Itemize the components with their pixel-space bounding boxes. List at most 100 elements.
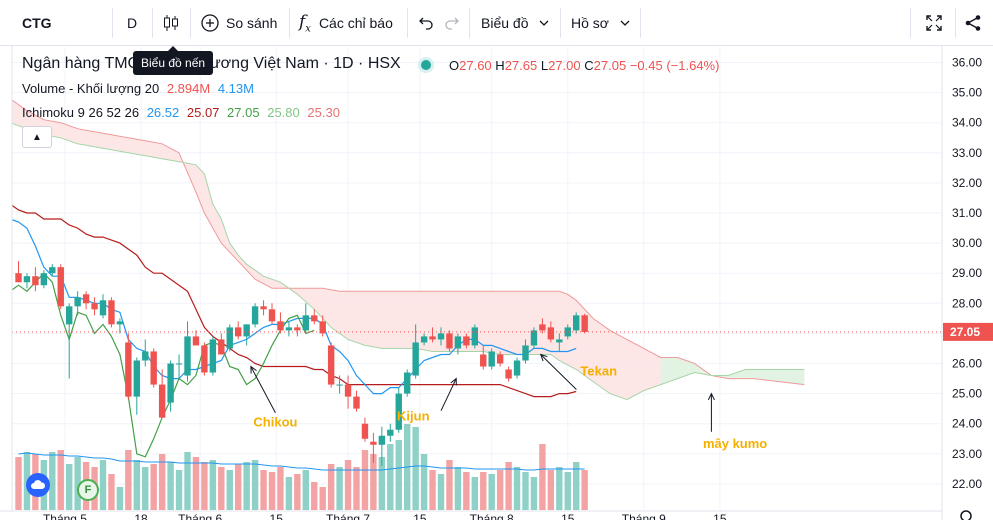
candle-body [66, 306, 73, 325]
candle-body [344, 384, 352, 397]
time-tick-label: 18 [134, 512, 148, 520]
volume-bar [15, 457, 22, 510]
candle-body [15, 273, 22, 283]
volume-bar [496, 470, 504, 510]
candle-body [547, 327, 555, 340]
cloud-icon [31, 480, 46, 489]
candle-body [522, 345, 529, 361]
volume-bar [564, 472, 571, 510]
time-tick-label: Tháng 8 [470, 512, 514, 520]
volume-bar [556, 467, 563, 510]
tradingview-logo[interactable] [26, 473, 50, 497]
settings-gear-icon [960, 510, 972, 520]
toolbar-divider [289, 8, 290, 38]
volume-bar [235, 464, 242, 510]
senkou-span-a-line [12, 122, 805, 401]
volume-bar [311, 482, 318, 510]
volume-bar [218, 467, 225, 510]
candle-body [556, 339, 563, 343]
candle-body [302, 315, 309, 331]
price-tick-label: 22.00 [952, 477, 982, 491]
candle-body [49, 267, 56, 274]
last-price-badge [943, 322, 993, 341]
toolbar-divider [407, 8, 408, 38]
candles-style-button[interactable] [162, 0, 180, 46]
candle-body [201, 345, 208, 373]
volume-bar [463, 472, 470, 510]
volume-bar [530, 477, 538, 510]
change-value: −0.45 (−1.64%) [629, 58, 720, 73]
toolbar-divider [112, 8, 113, 38]
price-tick-label: 36.00 [952, 56, 982, 70]
symbol-search-button[interactable]: CTG [22, 15, 52, 31]
candle-body [454, 336, 462, 349]
templates-label: Biểu đồ [481, 15, 529, 31]
compare-button[interactable]: So sánh [200, 0, 277, 46]
share-button[interactable] [964, 0, 982, 46]
redo-button[interactable] [444, 0, 460, 46]
volume-bar [387, 444, 394, 510]
price-tick-label: 28.00 [952, 296, 982, 310]
candle-body [429, 336, 436, 340]
share-icon [965, 15, 981, 31]
volume-value: 2.894M [166, 81, 211, 96]
fullscreen-button[interactable] [925, 0, 943, 46]
legend-collapse-button[interactable]: ▲ [22, 126, 52, 148]
candlestick-icon [164, 15, 178, 31]
candle-body [125, 342, 132, 397]
templates-button[interactable]: Biểu đồ [481, 0, 550, 46]
time-tick-label: Tháng 7 [326, 512, 370, 520]
candle-body [268, 309, 276, 322]
high-label: H [495, 58, 505, 73]
candle-body [420, 336, 428, 343]
close-value: 27.05 [593, 58, 627, 73]
indicators-button[interactable]: fx Các chỉ báo [299, 0, 393, 46]
undo-button[interactable] [418, 0, 434, 46]
price-tick-label: 24.00 [952, 417, 982, 431]
candle-body [192, 336, 200, 346]
annotation-kijun-label: Kijun [397, 409, 430, 424]
low-label: L [540, 58, 549, 73]
time-tick-label: 15 [270, 512, 284, 520]
volume-bar [539, 444, 546, 510]
candle-body [23, 276, 31, 283]
candle-body [530, 330, 538, 346]
price-tick-label: 30.00 [952, 236, 982, 250]
ichimoku-legend[interactable]: Ichimoku 9 26 52 26 26.52 25.07 27.05 25… [22, 105, 340, 120]
market-status-dot[interactable] [421, 60, 431, 70]
interval-button[interactable]: D [127, 15, 138, 31]
time-tick-label: 15 [413, 512, 427, 520]
volume-bar [437, 474, 445, 510]
candle-body [294, 327, 301, 331]
volume-bar [116, 487, 124, 510]
candle-body [404, 372, 411, 394]
candle-body [91, 303, 98, 310]
layout-button[interactable]: Hồ sơ [571, 0, 631, 46]
price-tick-label: 29.00 [952, 266, 982, 280]
volume-bar [57, 450, 64, 510]
volume-bar [226, 470, 233, 510]
candle-body [235, 327, 242, 337]
candle-body [32, 276, 39, 286]
candle-body [184, 336, 191, 376]
volume-ma-value: 4.13M [217, 81, 254, 96]
volume-bar [446, 460, 453, 510]
annotation-tekan-label: Tekan [580, 364, 617, 379]
volume-bar [99, 460, 107, 510]
candle-body [285, 327, 293, 331]
toolbar-divider [640, 8, 641, 38]
volume-bar [167, 462, 174, 510]
candle-body [99, 300, 107, 316]
volume-bar [302, 470, 309, 510]
financials-badge[interactable]: F [77, 479, 99, 501]
toolbar-divider [469, 8, 470, 38]
price-tick-label: 34.00 [952, 116, 982, 130]
open-value: 27.60 [459, 58, 492, 73]
volume-bar [108, 474, 115, 510]
volume-bar [488, 474, 495, 510]
volume-legend[interactable]: Volume - Khối lượng 20 2.894M 4.13M [22, 81, 254, 96]
candle-body [471, 327, 478, 346]
undo-icon [419, 17, 433, 30]
volume-bar [125, 450, 132, 510]
